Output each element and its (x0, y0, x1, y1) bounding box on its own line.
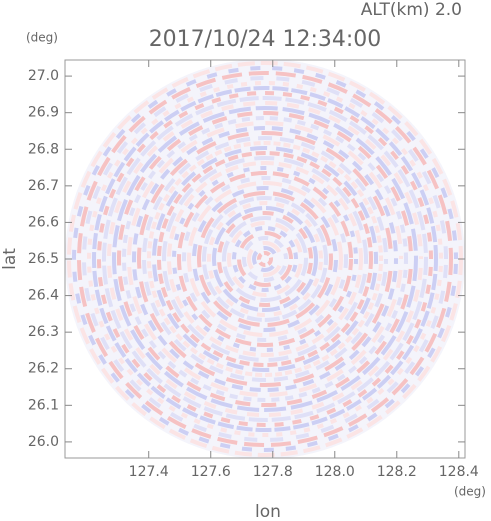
y-unit: (deg) (26, 31, 58, 45)
y-axis-label: lat (0, 248, 20, 270)
y-tick-label: 26.7 (28, 178, 59, 194)
x-tick-label: 127.4 (129, 464, 169, 480)
radar-ring (192, 186, 338, 332)
radar-ring (77, 71, 453, 447)
y-tick-label: 26.9 (28, 105, 59, 121)
radar-ring (202, 196, 328, 322)
radar-ring (162, 156, 368, 362)
x-unit: (deg) (454, 485, 486, 499)
x-tick-label: 128.0 (315, 464, 355, 480)
radar-ring (82, 76, 448, 442)
chart-title: 2017/10/24 12:34:00 (149, 27, 382, 52)
altitude-label: ALT(km) 2.0 (361, 0, 462, 20)
radar-ring (137, 131, 393, 387)
x-tick-label: 127.8 (253, 464, 293, 480)
y-tick-label: 26.0 (28, 434, 59, 450)
radar-ring (97, 91, 433, 427)
radar-ring (102, 96, 428, 422)
radar-ring (187, 181, 343, 337)
radar-ring (212, 206, 318, 312)
radar-ring (177, 171, 353, 347)
radar-ring (237, 231, 293, 287)
radar-ring (172, 166, 358, 352)
radar-ring (117, 111, 413, 407)
x-tick-label: 127.6 (191, 464, 231, 480)
radar-ring (182, 176, 348, 342)
radar-ring (207, 201, 323, 317)
y-tick-label: 26.5 (28, 251, 59, 267)
radar-ring (157, 151, 373, 367)
y-tick-label: 26.8 (28, 141, 59, 157)
x-tick-label: 128.4 (439, 464, 479, 480)
radar-ring (242, 236, 288, 282)
radar-ring (142, 136, 388, 382)
radar-ring (217, 211, 313, 307)
radar-ring (122, 116, 408, 402)
radar-ring (222, 216, 308, 302)
x-axis-label: lon (255, 502, 281, 521)
y-tick-label: 26.3 (28, 324, 59, 340)
radar-ring (107, 101, 423, 417)
y-tick-label: 26.4 (28, 288, 59, 304)
radar-ring (232, 226, 298, 292)
x-tick-label: 128.2 (377, 464, 417, 480)
radar-ring (227, 221, 303, 297)
y-tick-label: 26.2 (28, 361, 59, 377)
radar-ring (127, 121, 403, 397)
radar-ring (152, 146, 378, 372)
radar-ring (257, 251, 273, 267)
radar-ring (72, 66, 458, 452)
y-tick-label: 27.0 (28, 68, 59, 84)
radar-ring (247, 241, 283, 277)
radar-ring (147, 141, 383, 377)
y-tick-label: 26.6 (28, 214, 59, 230)
radar-field (65, 60, 465, 458)
radar-ring (87, 81, 443, 437)
radar-ring (252, 246, 278, 272)
y-tick-label: 26.1 (28, 397, 59, 413)
radar-ring (197, 191, 333, 327)
radar-ring (92, 86, 438, 432)
radar-ring (167, 161, 363, 357)
radar-ring (132, 126, 398, 392)
radar-ring (112, 106, 418, 412)
